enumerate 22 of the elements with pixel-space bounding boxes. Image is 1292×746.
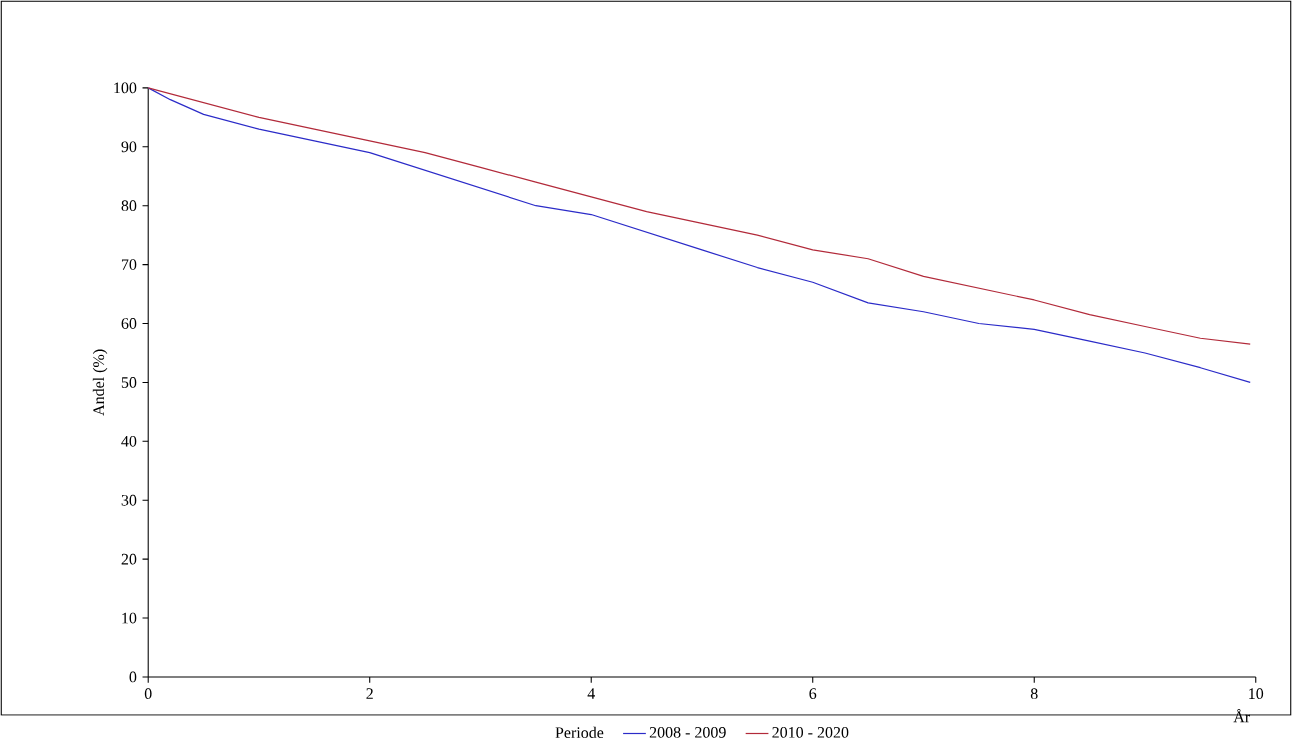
x-axis-title: År xyxy=(1233,709,1251,723)
legend-title: Periode xyxy=(555,726,604,739)
x-tick-label: 4 xyxy=(587,688,595,699)
y-tick-label: 100 xyxy=(114,82,137,94)
y-axis-title: Andel (%) xyxy=(92,349,108,417)
y-tick-label: 50 xyxy=(121,377,137,389)
y-tick-label: 0 xyxy=(129,671,137,683)
y-tick-label: 30 xyxy=(121,495,137,506)
x-tick-label: 6 xyxy=(809,688,817,700)
x-tick-label: 10 xyxy=(1249,688,1264,700)
x-tick-label: 8 xyxy=(1030,688,1038,700)
x-tick-label: 2 xyxy=(366,688,373,700)
y-tick-label: 60 xyxy=(121,318,137,330)
y-tick-label: 40 xyxy=(121,436,137,447)
legend-label: 2008 - 2009 xyxy=(649,727,726,738)
y-tick-label: 90 xyxy=(121,141,137,153)
y-tick-label: 20 xyxy=(121,553,137,565)
y-tick-label: 10 xyxy=(122,612,137,624)
y-tick-label: 70 xyxy=(121,259,137,271)
y-tick-label: 80 xyxy=(121,200,137,212)
legend-label: 2010 - 2020 xyxy=(772,727,849,738)
x-tick-label: 0 xyxy=(144,688,152,700)
